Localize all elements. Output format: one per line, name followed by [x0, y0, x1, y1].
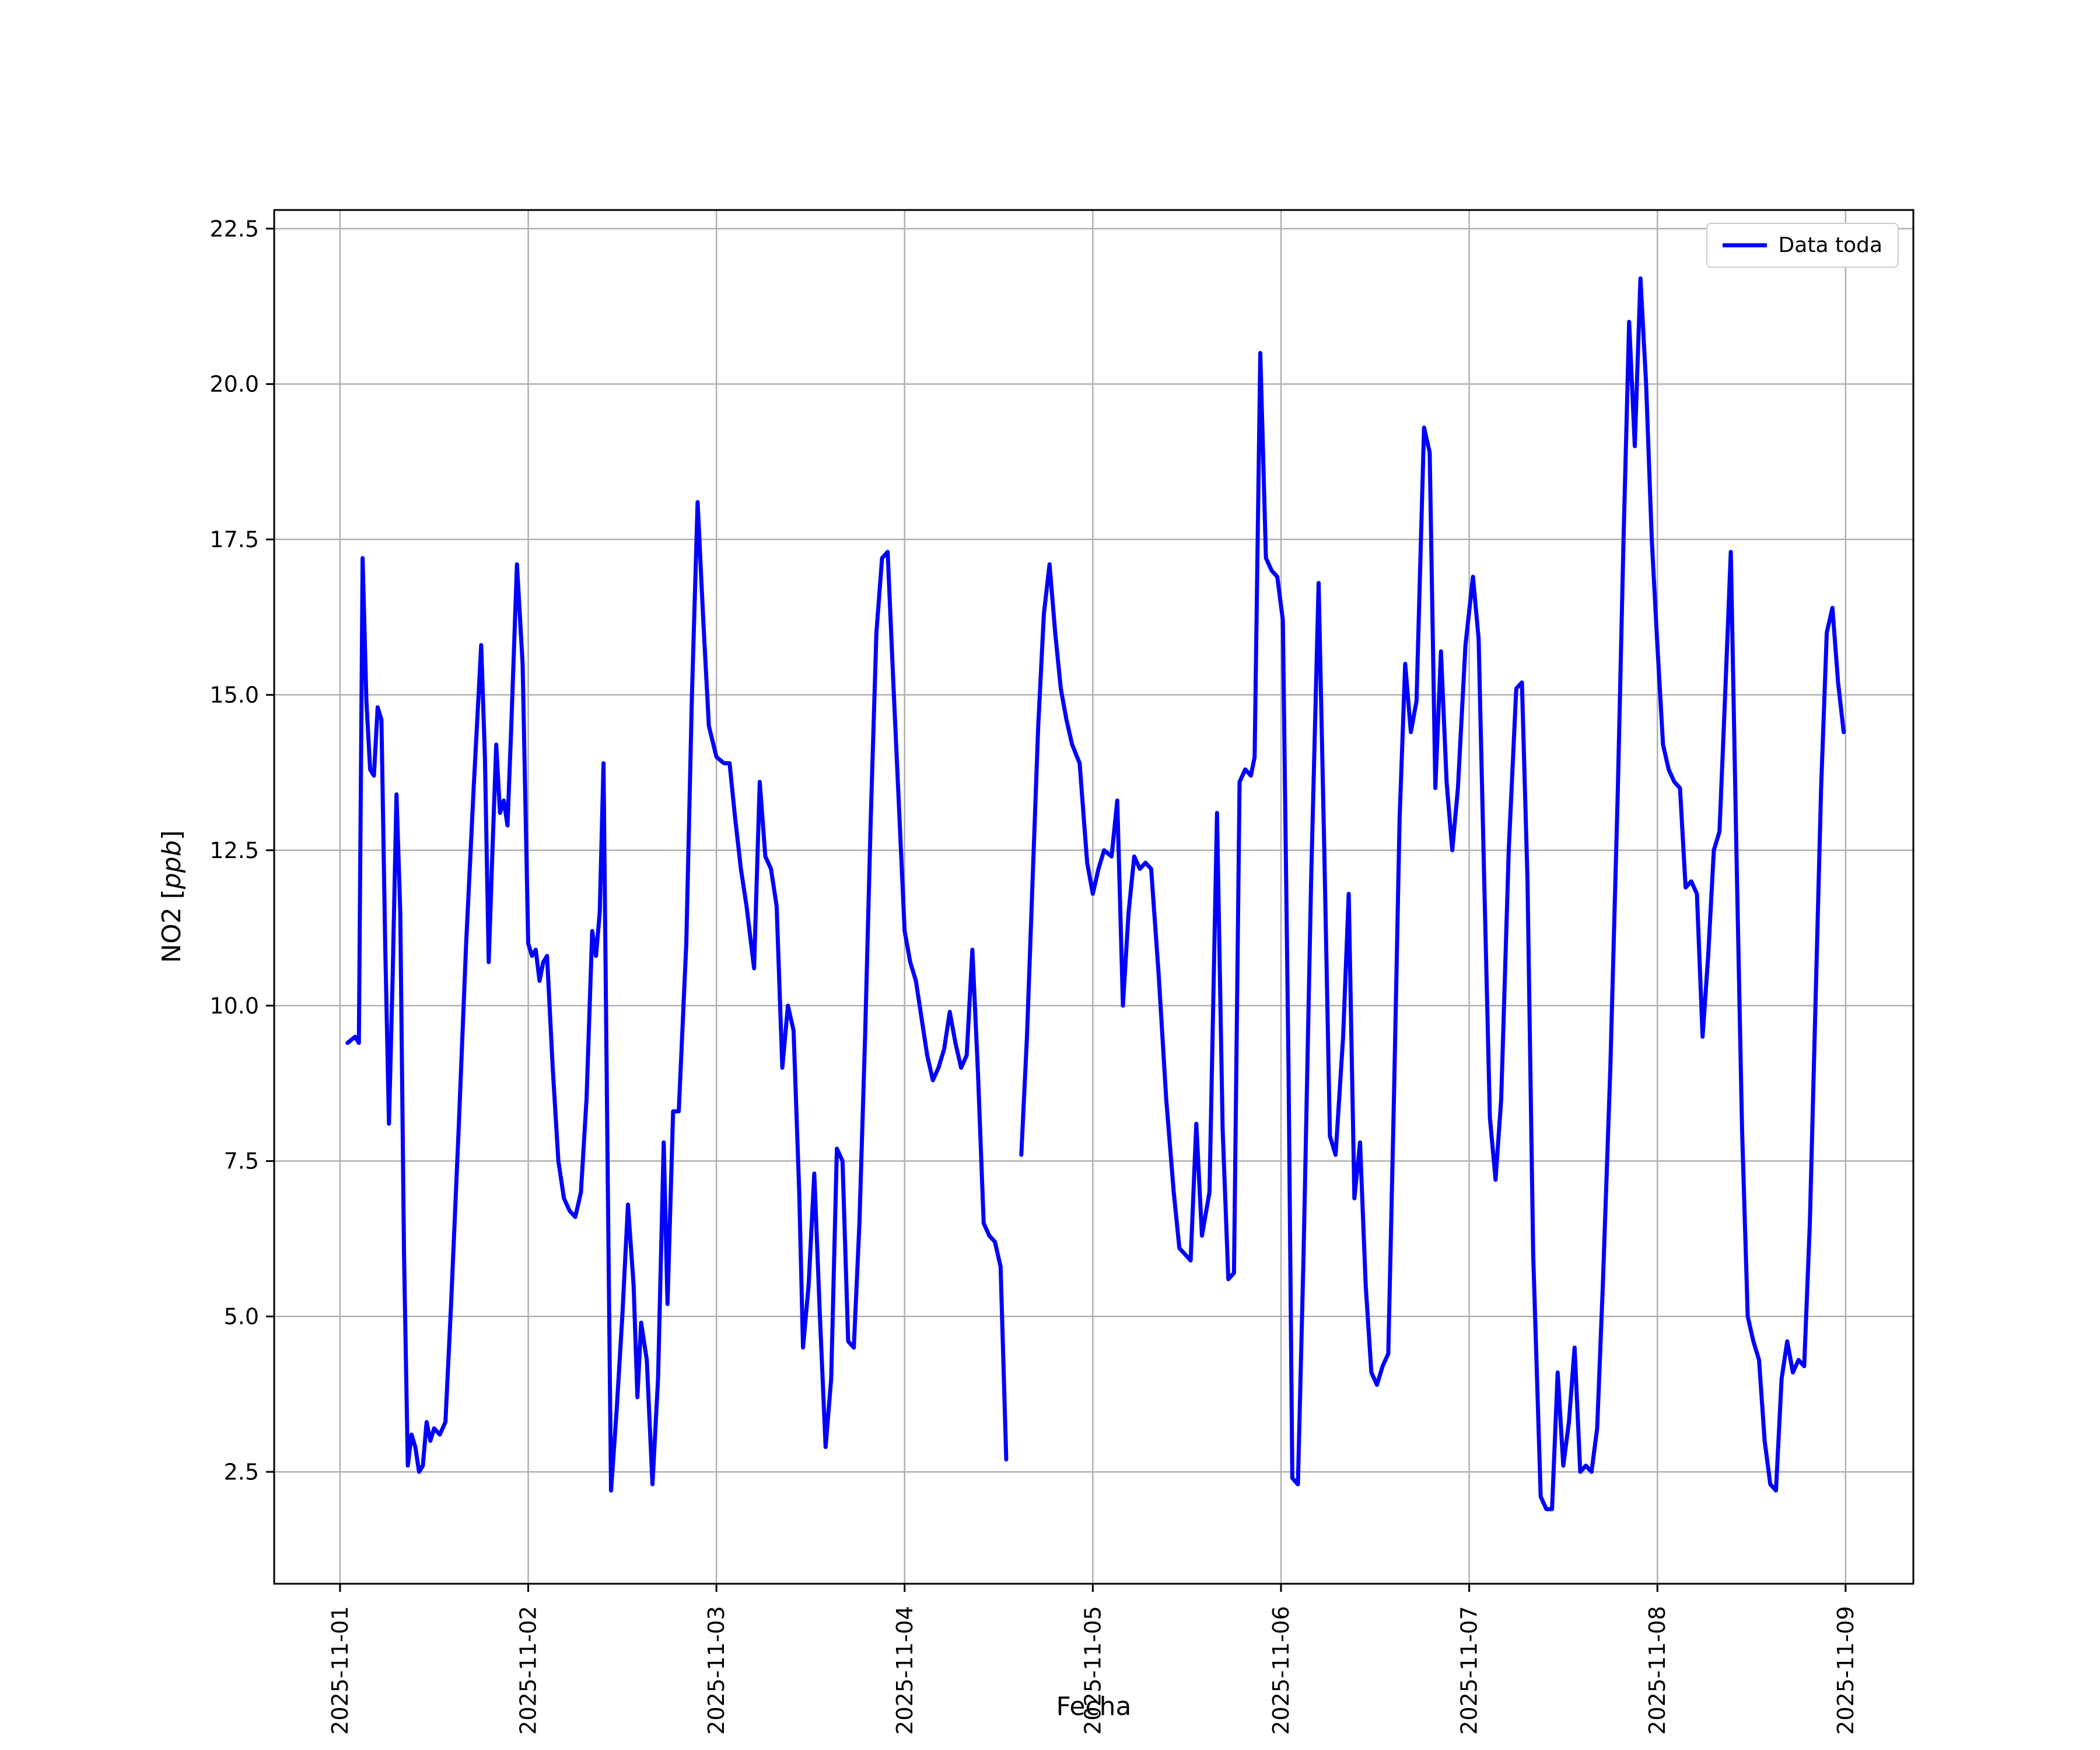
y-tick-label: 12.5 [209, 838, 259, 863]
y-tick-label: 5.0 [224, 1304, 259, 1329]
y-tick-label: 2.5 [224, 1459, 259, 1485]
y-tick-label: 17.5 [209, 527, 259, 552]
x-tick-label: 2025-11-01 [327, 1606, 353, 1735]
y-tick-label: 10.0 [209, 993, 259, 1019]
y-tick-label: 15.0 [209, 682, 259, 708]
x-tick-label: 2025-11-09 [1833, 1606, 1859, 1735]
x-tick-label: 2025-11-07 [1457, 1606, 1482, 1735]
x-tick-label: 2025-11-04 [892, 1606, 918, 1735]
axes-spines [273, 209, 1915, 1585]
y-tick-label: 7.5 [224, 1149, 259, 1174]
data-line [345, 500, 1009, 1493]
legend-line-sample [1722, 243, 1767, 247]
y-axis-label-unit: ppb [157, 840, 187, 890]
x-tick-label: 2025-11-05 [1080, 1606, 1105, 1735]
y-tick-label: 20.0 [209, 372, 259, 397]
y-axis-label-prefix: NO2 [ [157, 889, 187, 963]
legend: Data toda [1706, 223, 1899, 268]
y-axis-label-suffix: ] [157, 830, 187, 841]
x-tick-label: 2025-11-06 [1268, 1606, 1294, 1735]
data-line [1019, 276, 1846, 1511]
x-tick-label: 2025-11-03 [704, 1606, 729, 1735]
x-tick-label: 2025-11-08 [1644, 1606, 1670, 1735]
legend-label: Data toda [1778, 233, 1882, 257]
x-tick-label: 2025-11-02 [516, 1606, 541, 1735]
y-tick-label: 22.5 [209, 216, 259, 242]
y-axis-label: NO2 [ppb] [157, 692, 187, 1101]
x-axis-label: Fecha [1056, 1692, 1132, 1721]
